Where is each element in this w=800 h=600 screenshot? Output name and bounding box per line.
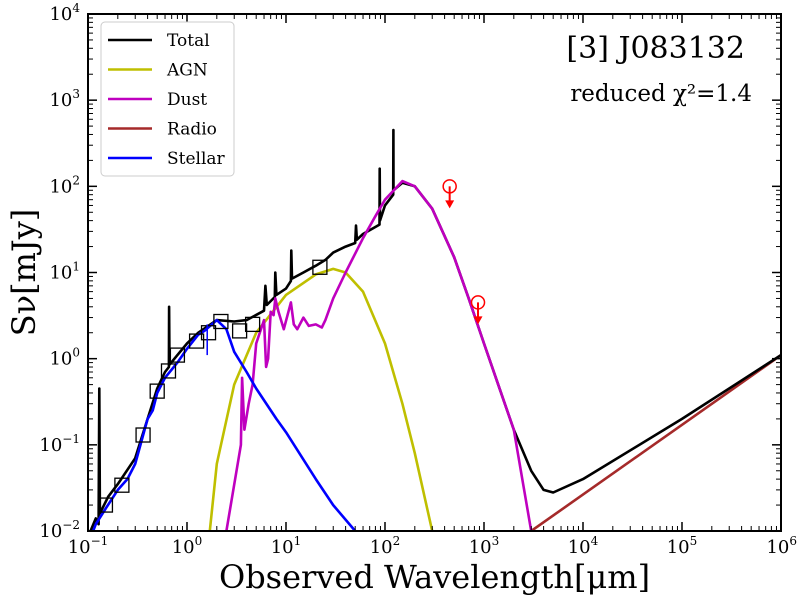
x-tick-label: 10−1: [68, 534, 109, 558]
x-tick-label: 104: [568, 534, 599, 558]
x-tick-label: 100: [172, 534, 203, 558]
legend-label: Total: [167, 31, 210, 51]
x-tick-label: 106: [766, 534, 797, 558]
legend-item-dust: Dust: [108, 90, 207, 110]
legend-label: AGN: [166, 61, 208, 81]
y-tick-label: 100: [49, 346, 80, 370]
observed-point: [149, 383, 165, 399]
observed-point: [135, 427, 151, 443]
legend-label: Radio: [167, 120, 217, 140]
y-tick-label: 101: [49, 260, 80, 284]
legend-item-radio: Radio: [108, 120, 217, 140]
x-tick-label: 105: [667, 534, 698, 558]
y-tick-label: 10−1: [39, 432, 80, 456]
legend-item-agn: AGN: [108, 61, 208, 81]
legend-label: Dust: [167, 90, 207, 110]
observed-point: [231, 323, 248, 339]
series-line-radio: [530, 354, 781, 531]
chart-title: [3] J083132: [566, 31, 745, 66]
legend-item-stellar: Stellar: [108, 149, 226, 169]
x-tick-label: 103: [469, 534, 500, 558]
observed-point: [160, 363, 177, 379]
y-tick-label: 103: [49, 87, 80, 111]
observed-point: [312, 259, 328, 275]
observed-point: [188, 333, 205, 349]
observed-point: [169, 347, 186, 363]
x-tick-label: 102: [370, 534, 401, 558]
observed-point: [244, 316, 261, 333]
legend-label: Stellar: [167, 149, 226, 169]
observed-points: [97, 259, 328, 513]
legend-item-total: Total: [108, 31, 210, 51]
upper-limit-marker: [470, 295, 486, 325]
observed-point: [97, 497, 114, 513]
series-line-dust: [225, 179, 533, 531]
y-tick-label: 10−2: [39, 518, 80, 542]
x-axis-label: Observed Wavelength[μm]: [219, 558, 650, 596]
observed-point: [114, 477, 130, 493]
legend-box: [100, 21, 235, 177]
observed-point: [213, 313, 229, 330]
tick-labels: 10−1 100 101 102 103 104 105 10610−210−11001011…: [39, 1, 797, 558]
chi-squared-annotation: reduced χ²=1.4: [570, 81, 752, 107]
y-axis-label: Sν[mJy]: [5, 209, 43, 337]
legend: Total AGN Dust Radio Stellar: [100, 21, 235, 177]
y-tick-label: 104: [49, 1, 80, 25]
series-line-agn: [208, 267, 434, 531]
series-lines: [89, 128, 781, 531]
upper-limits: [442, 179, 486, 325]
x-tick-label: 101: [271, 534, 302, 558]
upper-limit-marker: [442, 179, 457, 209]
observed-point: [200, 325, 217, 341]
series-line-stellar: [91, 318, 357, 531]
y-tick-label: 102: [49, 173, 80, 197]
axis-ticks: [87, 13, 782, 532]
